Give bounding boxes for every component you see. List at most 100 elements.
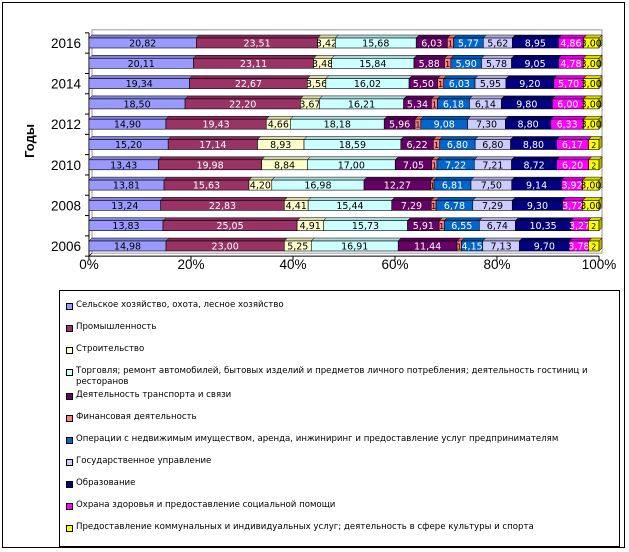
data-label-2012-s3: 18,18 [324, 120, 351, 131]
data-label-2013-s5: 1 [432, 100, 437, 109]
data-label-2010-s6: 7,22 [445, 160, 466, 171]
bar-side-2011 [598, 135, 603, 151]
y-tick-label-2010: 2010 [51, 158, 81, 173]
bar-side-2014 [598, 74, 603, 90]
data-label-2013-s1: 22,20 [229, 99, 256, 110]
legend-item: Операции с недвижимым имуществом, аренда… [66, 434, 617, 445]
data-label-2010-s9: 6,20 [562, 160, 583, 171]
data-label-2009-s1: 15,63 [193, 181, 220, 192]
data-label-2013-s7: 6,14 [475, 99, 496, 110]
data-label-2008-s3: 15,44 [336, 201, 363, 212]
bar-side-2013 [598, 95, 603, 110]
data-label-2014-s4: 5,50 [413, 79, 434, 90]
data-label-2008-s6: 6,78 [444, 201, 465, 212]
data-label-2014-s8: 9,20 [519, 79, 540, 90]
data-label-2010-s4: 7,05 [403, 160, 424, 171]
bar-side-2006 [598, 237, 603, 252]
legend-label: Операции с недвижимым имуществом, аренда… [76, 434, 559, 444]
data-label-2010-s5: 1 [432, 161, 437, 170]
data-label-2016-s10: 3,00 [581, 39, 602, 50]
data-label-2006-s1: 23,00 [212, 242, 239, 253]
data-label-2012-s0: 14,90 [114, 120, 141, 131]
data-label-2012-s8: 8,80 [518, 120, 539, 131]
data-label-2016-s5: 1 [448, 40, 453, 49]
data-label-2007-s9: 3,27 [569, 221, 590, 232]
legend-label: Финансовая деятельность [76, 412, 197, 422]
data-label-2015-s8: 9,05 [524, 59, 545, 70]
data-label-2013-s0: 18,50 [123, 99, 150, 110]
data-label-2006-s9: 3,78 [568, 242, 589, 253]
legend-swatch [66, 393, 73, 400]
data-label-2015-s9: 4,78 [560, 59, 581, 70]
data-label-2009-s6: 6,81 [442, 181, 463, 192]
y-axis-title: Годы [22, 124, 37, 158]
data-label-2014-s6: 6,03 [449, 79, 470, 90]
data-label-2006-s4: 11,44 [414, 242, 441, 253]
data-label-2013-s3: 16,21 [348, 99, 375, 110]
data-label-2016-s7: 5,62 [487, 39, 508, 50]
data-label-2009-s2: 4,20 [250, 181, 271, 192]
data-label-2015-s7: 5,78 [486, 59, 507, 70]
data-label-2011-s10: 2 [591, 141, 596, 150]
data-label-2012-s2: 4,66 [268, 120, 289, 131]
data-label-2011-s1: 17,14 [199, 140, 226, 151]
legend-item: Образование [66, 478, 617, 489]
data-label-2015-s6: 5,90 [456, 59, 477, 70]
data-label-2014-s7: 5,95 [480, 79, 501, 90]
x-tick-label-4: 80% [483, 257, 510, 272]
legend-swatch [66, 437, 73, 444]
data-label-2009-s7: 7,50 [481, 181, 502, 192]
data-label-2016-s8: 8,95 [525, 39, 546, 50]
y-tick-label-2006: 2006 [51, 239, 81, 254]
legend-label: Торговля; ремонт автомобилей, бытовых из… [76, 366, 588, 387]
data-label-2008-s2: 4,41 [286, 201, 307, 212]
y-tick-label-2012: 2012 [51, 117, 81, 132]
data-label-2013-s10: 3,00 [581, 99, 602, 110]
data-label-2007-s1: 25,05 [216, 221, 243, 232]
data-label-2013-s4: 5,34 [407, 99, 428, 110]
data-label-2015-s5: 1 [445, 60, 450, 69]
legend-swatch [66, 459, 73, 466]
data-label-2012-s6: 9,08 [434, 120, 455, 131]
legend-item: Финансовая деятельность [66, 412, 617, 423]
data-label-2011-s6: 6,80 [447, 140, 468, 151]
legend-label: Деятельность транспорта и связи [76, 390, 232, 400]
data-label-2009-s8: 9,14 [526, 181, 547, 192]
data-label-2006-s5: 1 [457, 243, 462, 252]
legend-swatch [66, 481, 73, 488]
legend-item: Строительство [66, 344, 617, 355]
legend-label: Сельское хозяйство, охота, лесное хозяйс… [76, 300, 284, 310]
data-label-2014-s3: 16,02 [354, 79, 381, 90]
data-label-2007-s2: 4,91 [300, 221, 321, 232]
legend-label: Охрана здоровья и предоставление социаль… [76, 500, 336, 510]
data-label-2012-s5: 1 [415, 121, 420, 130]
data-label-2011-s3: 18,59 [339, 140, 366, 151]
bar-side-2010 [598, 156, 603, 171]
data-label-2006-s2: 5,25 [287, 242, 308, 253]
data-label-2009-s5: 1 [430, 182, 435, 191]
bar-side-2015 [598, 54, 603, 69]
axis-corner [88, 252, 93, 257]
legend-swatch [66, 325, 73, 332]
legend-swatch [66, 525, 73, 532]
legend-label: Промышленность [76, 322, 157, 332]
bar-side-2007 [598, 217, 603, 232]
data-label-2013-s6: 6,18 [443, 99, 464, 110]
data-label-2015-s3: 15,84 [359, 59, 386, 70]
data-label-2016-s2: 3,42 [316, 39, 337, 50]
y-tick-label-2014: 2014 [51, 77, 82, 92]
data-label-2006-s7: 7,13 [490, 242, 511, 253]
data-label-2007-s6: 6,55 [451, 221, 472, 232]
data-label-2010-s2: 8,84 [274, 160, 295, 171]
data-label-2014-s2: 3,56 [306, 79, 327, 90]
data-label-2010-s8: 8,72 [524, 160, 545, 171]
data-label-2008-s1: 22,83 [209, 201, 236, 212]
legend-label: Строительство [76, 344, 145, 354]
data-label-2011-s0: 15,20 [115, 140, 142, 151]
y-tick-label-2016: 2016 [51, 36, 81, 51]
data-label-2006-s10: 2 [591, 243, 596, 252]
legend-swatch [66, 503, 73, 510]
data-label-2012-s7: 7,30 [476, 120, 497, 131]
data-label-2011-s2: 8,93 [270, 140, 291, 151]
legend-item: Сельское хозяйство, охота, лесное хозяйс… [66, 300, 617, 311]
